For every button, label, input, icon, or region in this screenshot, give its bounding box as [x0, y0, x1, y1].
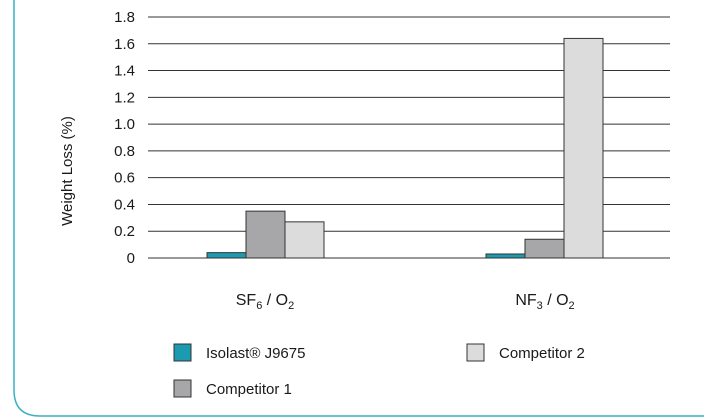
- y-tick-label: 0.6: [114, 170, 135, 187]
- legend-label: Isolast® J9675: [206, 345, 305, 362]
- bar: [485, 253, 526, 259]
- frame-border: [13, 0, 704, 417]
- y-tick-label: 1.0: [114, 116, 135, 133]
- bar: [524, 238, 565, 259]
- bar: [245, 210, 286, 259]
- legend-swatch: [466, 343, 485, 362]
- bars: [206, 37, 604, 259]
- bar: [284, 221, 325, 259]
- y-tick-labels: 0 0.2 0.4 0.6 0.8 1.0 1.2 1.4 1.6 1.8: [114, 9, 135, 267]
- y-tick-label: 0.2: [114, 223, 135, 240]
- legend-label: Competitor 1: [206, 381, 292, 398]
- legend-swatch: [173, 343, 192, 362]
- y-tick-label: 1.6: [114, 36, 135, 53]
- y-tick-label: 0: [127, 250, 135, 267]
- y-tick-label: 1.8: [114, 9, 135, 26]
- bar: [206, 252, 247, 259]
- y-tick-label: 0.4: [114, 196, 135, 213]
- legend-swatch: [173, 379, 192, 398]
- x-tick-label: SF6 / O2: [236, 292, 294, 312]
- y-axis-label: Weight Loss (%): [59, 116, 76, 226]
- y-tick-label: 1.2: [114, 89, 135, 106]
- y-tick-label: 0.8: [114, 143, 135, 160]
- bar: [563, 37, 604, 259]
- x-tick-label: NF3 / O2: [515, 292, 574, 312]
- x-axis-labels: SF6 / O2 NF3 / O2: [236, 292, 575, 312]
- legend-label: Competitor 2: [499, 345, 585, 362]
- y-tick-label: 1.4: [114, 63, 135, 80]
- legend: Isolast® J9675 Competitor 1 Competitor 2: [173, 343, 585, 398]
